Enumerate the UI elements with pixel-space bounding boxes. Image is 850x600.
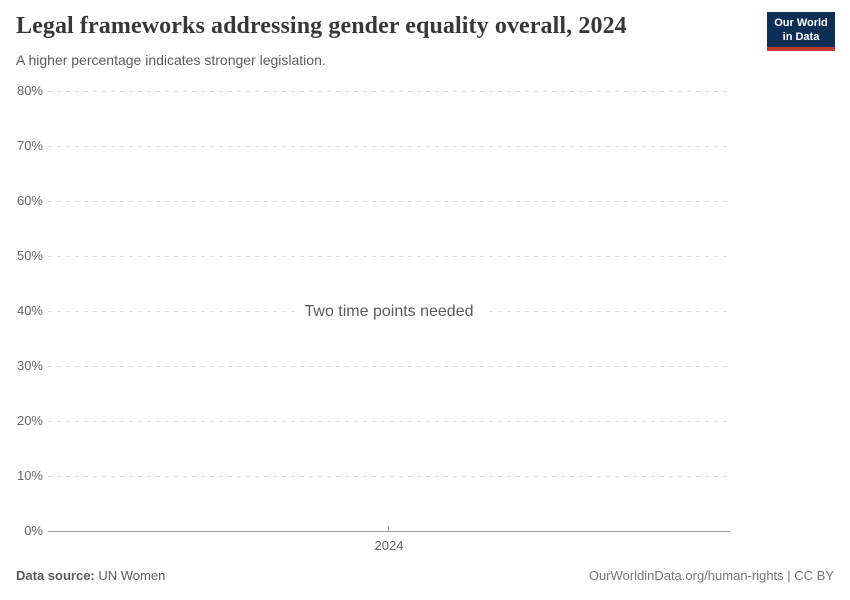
x-axis-tick-label: 2024 bbox=[374, 538, 404, 553]
data-source-label: Data source: bbox=[16, 568, 95, 583]
y-gridline bbox=[48, 256, 730, 257]
y-gridline bbox=[48, 366, 730, 367]
y-axis-label: 50% bbox=[16, 248, 43, 263]
x-axis-tick bbox=[388, 526, 389, 531]
y-gridline bbox=[48, 91, 730, 92]
y-axis-label: 80% bbox=[16, 83, 43, 98]
data-source-value: UN Women bbox=[98, 568, 166, 583]
chart-footer: Data source: UN Women OurWorldinData.org… bbox=[16, 568, 834, 586]
owid-logo-line2: in Data bbox=[782, 31, 820, 43]
y-axis-label: 0% bbox=[24, 523, 43, 538]
y-axis-label: 20% bbox=[16, 413, 43, 428]
y-gridline bbox=[48, 476, 730, 477]
data-source: Data source: UN Women bbox=[16, 568, 165, 583]
footer-license-link[interactable]: OurWorldinData.org/human-rights | CC BY bbox=[588, 568, 834, 583]
y-axis-label: 30% bbox=[16, 358, 43, 373]
y-axis-label: 10% bbox=[16, 468, 43, 483]
y-axis-label: 70% bbox=[16, 138, 43, 153]
owid-logo[interactable]: Our World in Data bbox=[767, 12, 835, 51]
owid-logo-line1: Our World bbox=[774, 17, 828, 29]
empty-chart-message: Two time points needed bbox=[294, 302, 484, 321]
x-axis-line bbox=[48, 531, 730, 532]
y-gridline bbox=[48, 201, 730, 202]
y-axis-label: 60% bbox=[16, 193, 43, 208]
empty-chart-message-row: Two time points needed bbox=[48, 302, 730, 321]
y-axis-label: 40% bbox=[16, 303, 43, 318]
chart-subtitle: A higher percentage indicates stronger l… bbox=[16, 52, 326, 68]
chart-title: Legal frameworks addressing gender equal… bbox=[16, 13, 627, 39]
y-gridline bbox=[48, 421, 730, 422]
y-gridline bbox=[48, 146, 730, 147]
